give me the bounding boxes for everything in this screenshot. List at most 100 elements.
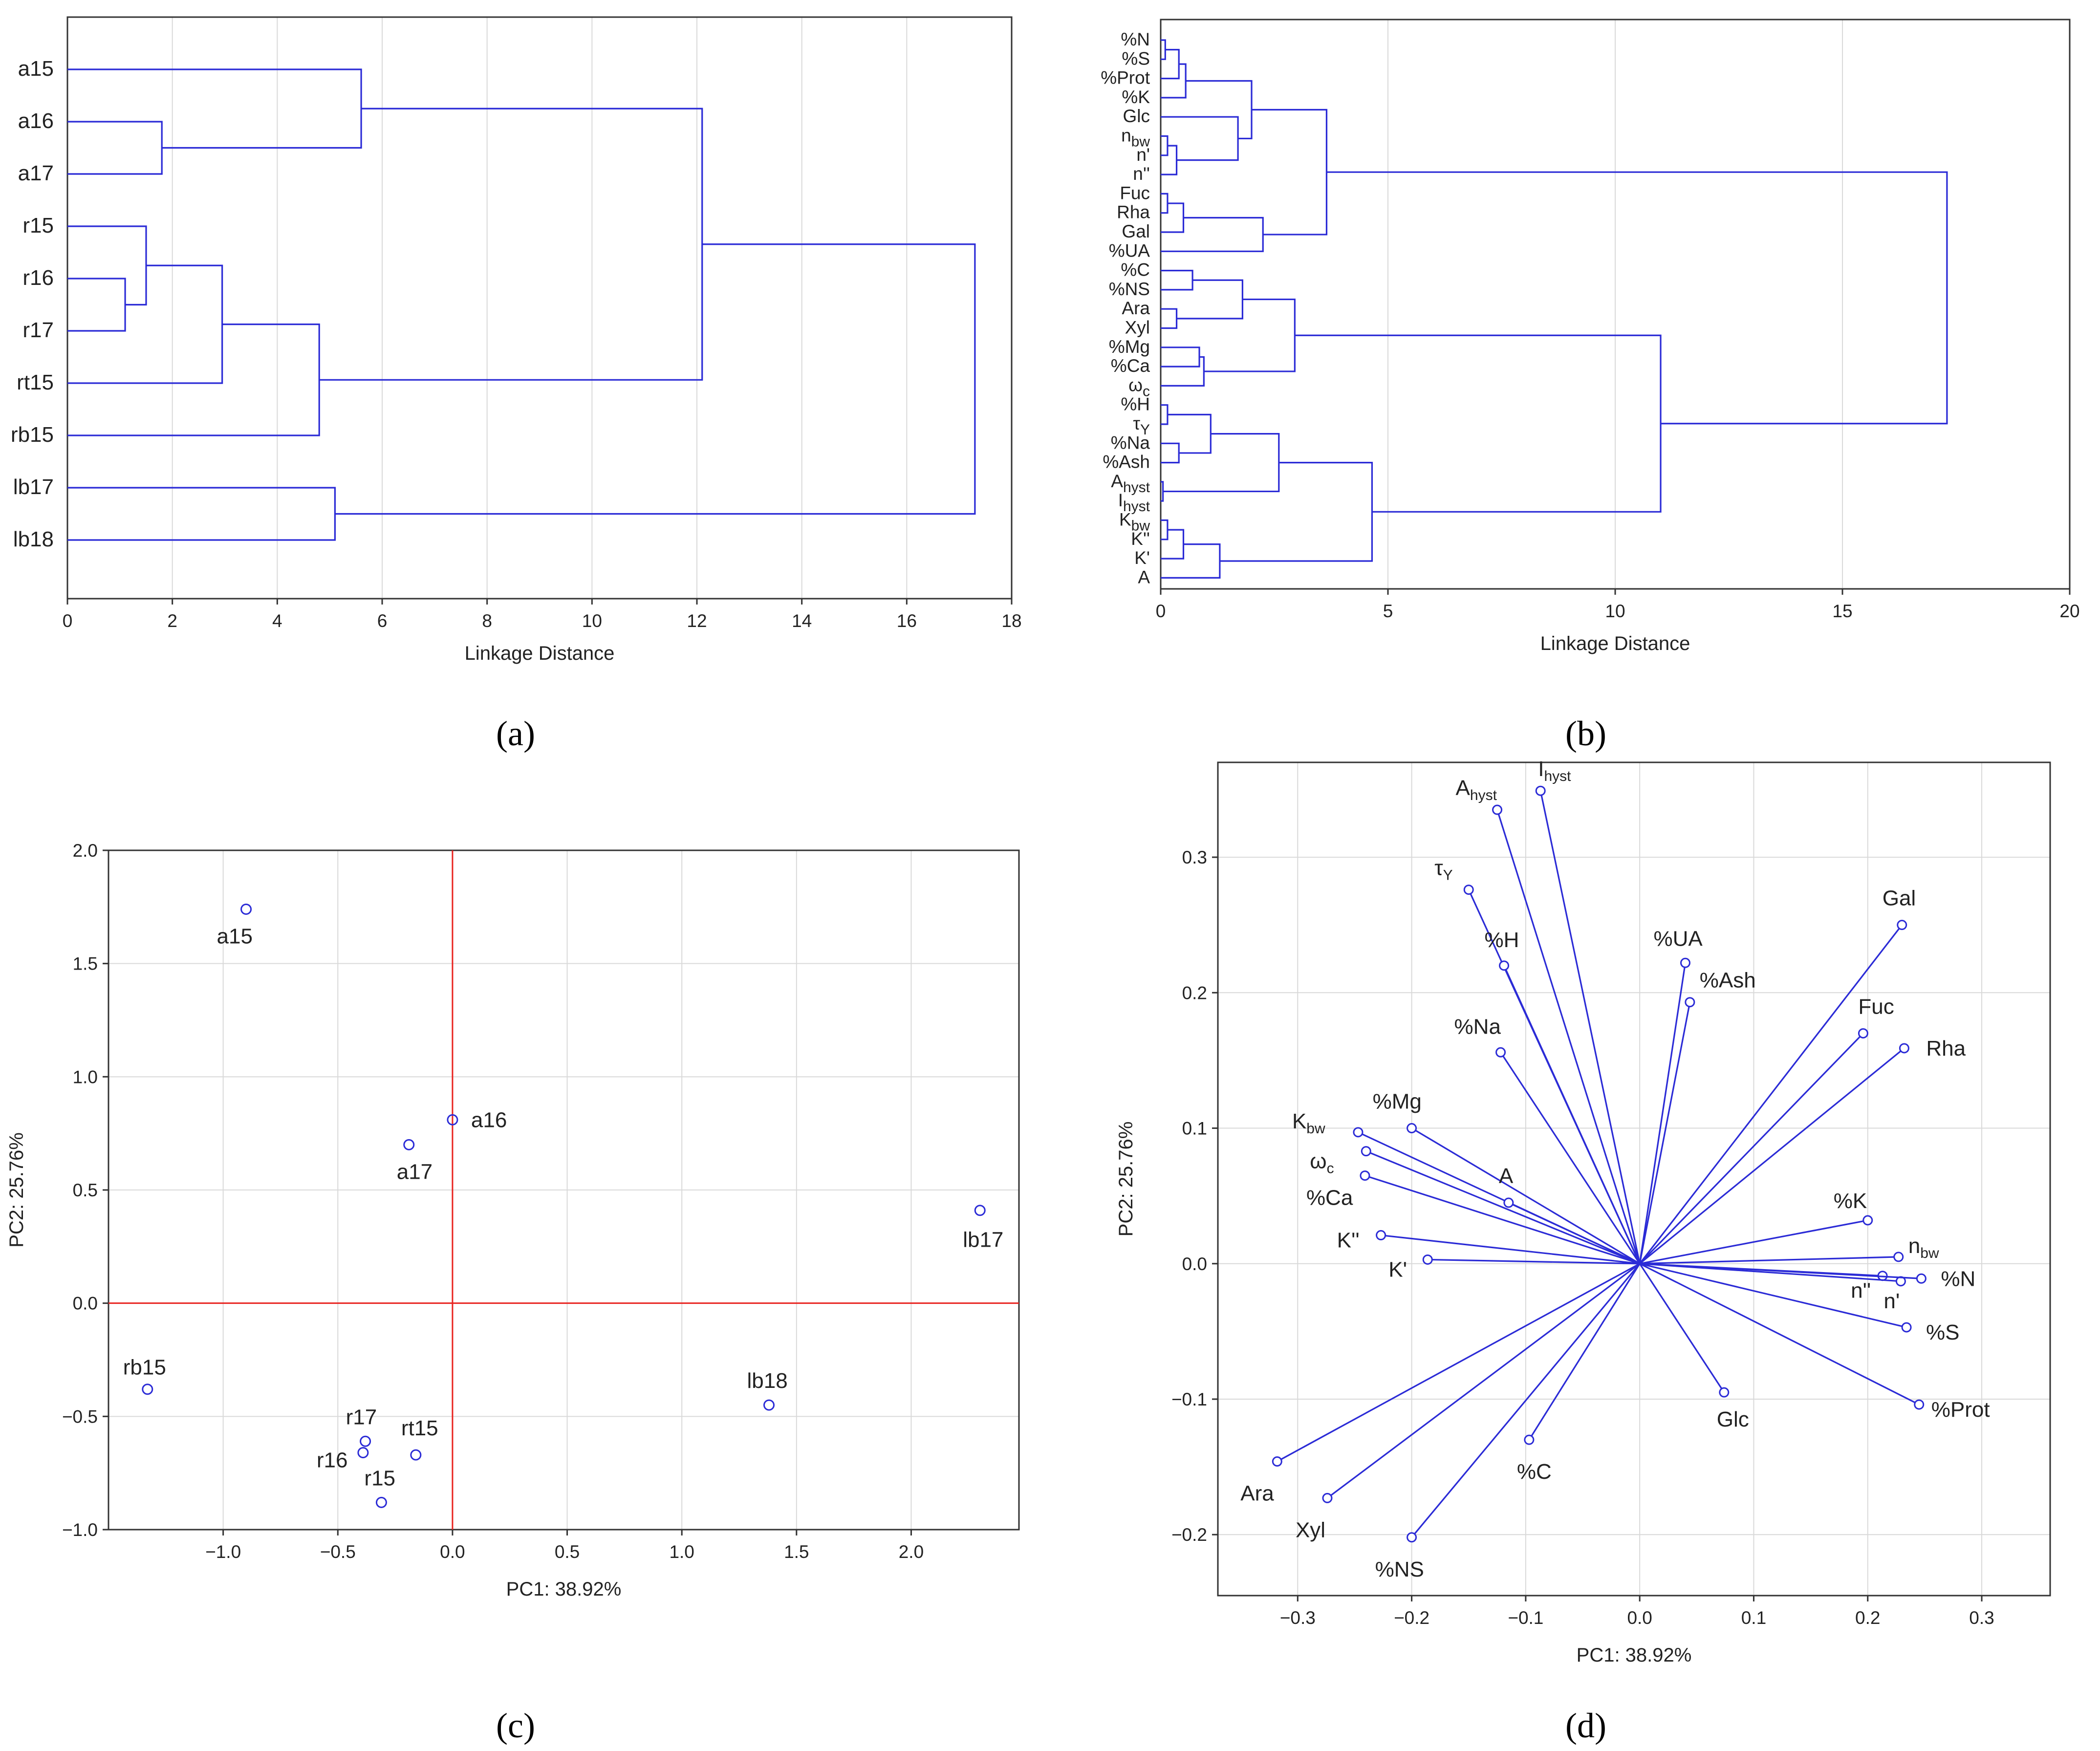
dendro-b-leaf-label-main: Rha <box>1117 202 1150 222</box>
caption-b: (b) <box>1565 714 1606 753</box>
dendro-b-branch <box>1161 202 1185 233</box>
dendro-b-branch <box>1295 334 1662 513</box>
dendro-b-branch <box>1161 270 1193 291</box>
loading-label-Xyl: Xyl <box>1296 1518 1325 1542</box>
loading-vector-Glc <box>1639 1263 1725 1393</box>
loading-vector-K'' <box>1381 1234 1640 1265</box>
dendro-b-leaf-label: %Ca <box>1111 356 1150 376</box>
scores-y-tick-label: 1.5 <box>73 954 98 974</box>
dendro-b-x-tick-label: 0 <box>1156 601 1166 621</box>
dendro-b-leaf-label: %C <box>1121 260 1150 280</box>
loading-label-%Na: %Na <box>1454 1015 1501 1038</box>
loading-label-I_hyst: Ihyst <box>1538 757 1571 784</box>
dendro-b-branch <box>1161 442 1180 464</box>
dendro-a-leaf-label: rb15 <box>11 423 54 447</box>
loading-point-A_hyst <box>1492 804 1503 815</box>
scores-y-axis-title: PC2: 25.76% <box>6 1132 27 1248</box>
dendro-b-leaf-label: %N <box>1121 29 1150 49</box>
dendro-a-x-tick-label: 16 <box>897 611 917 631</box>
dendro-b-leaf-label-sub: bw <box>1131 134 1150 150</box>
loading-label-%C: %C <box>1517 1460 1552 1484</box>
loading-point-%Ash <box>1685 997 1695 1008</box>
loading-label-%NS: %NS <box>1375 1557 1424 1581</box>
loading-label-%Ash: %Ash <box>1700 969 1756 993</box>
loading-vector-n_bw <box>1640 1256 1899 1265</box>
dendro-b-leaf-label-main: %S <box>1122 48 1150 68</box>
loading-label-Glc: Glc <box>1717 1407 1749 1431</box>
loading-label-%K: %K <box>1834 1189 1867 1213</box>
dendro-b-leaf-label-main: n <box>1121 126 1131 146</box>
score-point-rt15 <box>410 1449 422 1461</box>
dendro-a-branch-a15 <box>67 68 362 149</box>
dendro-a-x-tick-label: 0 <box>63 611 73 631</box>
dendro-b-leaf-label-main: ω <box>1128 375 1143 395</box>
dendro-b-branch <box>1186 80 1253 140</box>
loading-point-n_bw <box>1893 1252 1904 1262</box>
dendro-b-branch <box>1161 519 1169 540</box>
dendro-b-x-tick-label: 5 <box>1383 601 1393 621</box>
loading-label-%NS-main: %NS <box>1375 1557 1424 1581</box>
loadings-y-tick-label: 0.3 <box>1182 847 1207 867</box>
dendro-b-branch <box>1176 279 1243 320</box>
loading-vector-%H <box>1503 965 1641 1264</box>
dendro-b-leaf-label-main: A <box>1111 471 1123 491</box>
loading-point-%S <box>1901 1322 1912 1333</box>
loading-label-%UA-main: %UA <box>1653 927 1703 951</box>
loadings-y-tick-label: −0.2 <box>1171 1525 1207 1545</box>
loading-label-%Prot: %Prot <box>1931 1398 1990 1422</box>
loading-label-Fuc: Fuc <box>1858 994 1894 1018</box>
dendro-b-branch <box>1219 462 1373 562</box>
dendro-b-branch <box>1163 433 1280 493</box>
loading-point-A <box>1503 1197 1514 1208</box>
loading-vector-%N <box>1640 1263 1922 1279</box>
dendro-b-leaf-label: Fuc <box>1120 183 1150 203</box>
loading-vector-Rha <box>1639 1047 1905 1265</box>
loading-point-%UA <box>1680 957 1690 968</box>
dendro-a-leaf-label: rt15 <box>17 370 54 394</box>
dendro-a-branch-r15 <box>67 225 147 306</box>
loading-label-Glc-main: Glc <box>1717 1407 1749 1431</box>
dendro-b-leaf-label: A <box>1138 567 1150 587</box>
loading-label-K_bw: Kbw <box>1292 1109 1325 1137</box>
dendro-b-leaf-label-main: %Mg <box>1109 337 1150 357</box>
score-label-lb18: lb18 <box>747 1369 787 1393</box>
loading-label-%Ash-main: %Ash <box>1700 969 1756 993</box>
score-label-rt15: rt15 <box>401 1416 438 1440</box>
loading-label-%K-main: %K <box>1834 1189 1867 1213</box>
scores-x-tick-label: 1.0 <box>669 1542 694 1562</box>
dendro-b-branch <box>1161 216 1264 252</box>
score-point-a15 <box>240 903 252 915</box>
dendro-b-leaf-label-sub: hyst <box>1123 479 1150 496</box>
loadings-y-tick-label: 0.2 <box>1182 983 1207 1003</box>
dendro-b-leaf-label: %H <box>1121 394 1150 414</box>
score-label-a16: a16 <box>471 1108 507 1132</box>
score-label-r15: r15 <box>364 1466 395 1490</box>
dendro-b-branch <box>1161 404 1169 425</box>
dendro-b-leaf-label: %Mg <box>1109 337 1150 357</box>
dendro-b-branch <box>1161 49 1180 80</box>
loading-point-τ_Y <box>1463 885 1474 895</box>
loading-vector-%NS <box>1411 1263 1641 1538</box>
loading-vector-Fuc <box>1639 1033 1864 1264</box>
dendro-b-branch <box>1161 308 1178 329</box>
dendro-b-leaf-label-main: A <box>1138 567 1150 587</box>
loadings-x-tick-label: −0.3 <box>1280 1608 1316 1628</box>
dendro-b-leaf-label-sub: bw <box>1131 518 1150 534</box>
loading-vector-Ara <box>1277 1263 1640 1462</box>
dendro-a-leaf-label: lb18 <box>13 527 54 551</box>
loading-vector-A_hyst <box>1496 809 1641 1264</box>
dendro-b-leaf-label: %K <box>1122 87 1150 107</box>
scores-y-tick-label: −0.5 <box>62 1406 98 1427</box>
scores-y-tick-label: 1.0 <box>73 1067 98 1087</box>
loading-label-I_hyst-main: I <box>1538 757 1544 781</box>
scores-x-tick-label: 1.5 <box>784 1542 809 1562</box>
loading-label-ω_c-sub: c <box>1327 1161 1334 1177</box>
pca-scores-panel: −1.0 −0.5 0.0 0.5 1.0 1.5 2.0 −1.0 −0.5 0.0 0.5 1.0… <box>6 841 1020 1600</box>
loadings-plot-frame <box>1217 761 2051 1597</box>
loading-point-%Ca <box>1360 1170 1370 1181</box>
loading-point-%K <box>1862 1215 1873 1226</box>
dendro-b-x-tick-label: 20 <box>2059 601 2079 621</box>
loading-vector-ω_c <box>1365 1150 1640 1265</box>
dendro-b-leaf-label: Ihyst <box>1118 490 1150 515</box>
